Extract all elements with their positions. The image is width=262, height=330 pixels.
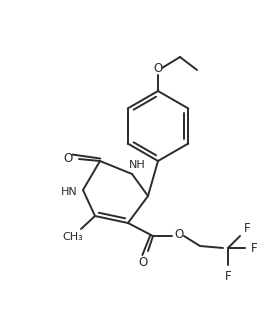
Text: F: F xyxy=(251,242,257,254)
Text: NH: NH xyxy=(129,160,145,170)
Text: O: O xyxy=(174,227,184,241)
Text: F: F xyxy=(225,270,231,282)
Text: O: O xyxy=(138,255,148,269)
Text: O: O xyxy=(63,151,73,164)
Text: CH₃: CH₃ xyxy=(63,232,83,242)
Text: F: F xyxy=(244,222,250,236)
Text: HN: HN xyxy=(61,187,77,197)
Text: O: O xyxy=(153,61,163,75)
